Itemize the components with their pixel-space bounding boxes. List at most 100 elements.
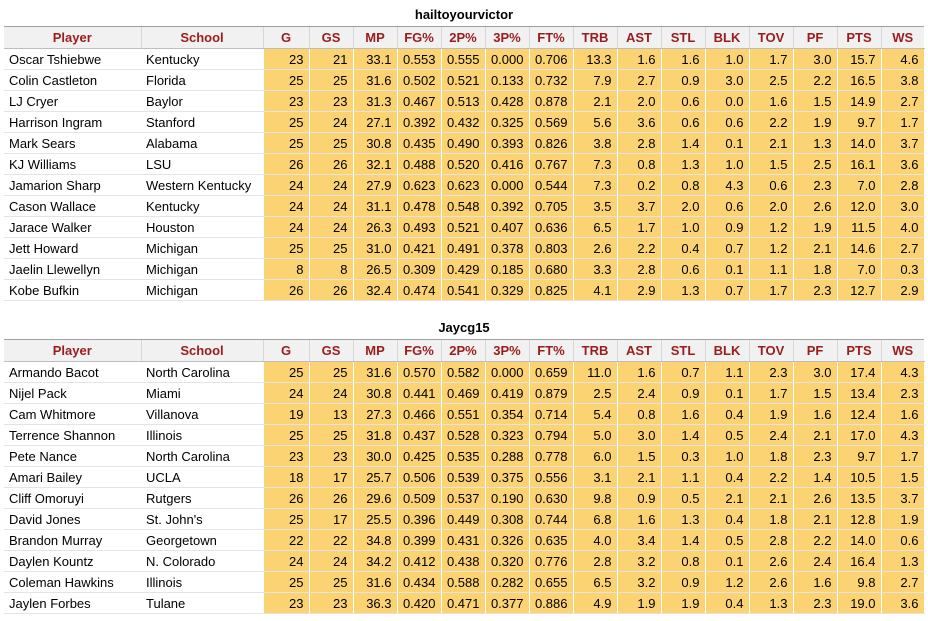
stat-cell: 2.1 (748, 132, 794, 154)
stat-cell: 9.8 (572, 487, 618, 509)
stat-cell: 31.6 (352, 571, 398, 593)
stat-cell: 24 (262, 216, 310, 238)
stat-cell: 0.6 (704, 195, 750, 217)
column-header-ft-pct: FT% (529, 27, 574, 49)
stat-cell: 0.491 (440, 237, 486, 259)
stat-cell: 0.412 (396, 550, 442, 572)
stat-cell: 0.635 (528, 529, 574, 551)
stat-cell: 2.1 (748, 487, 794, 509)
column-header-2p-pct: 2P% (441, 27, 486, 49)
column-header-pf: PF (793, 340, 838, 362)
stat-cell: 1.5 (880, 466, 925, 488)
stat-cell: 0.5 (660, 487, 706, 509)
stat-cell: 3.3 (572, 258, 618, 280)
table-row: Cason Wallace Kentucky 24 24 31.1 0.478 0.548 0… (4, 195, 925, 217)
table-row: Amari Bailey UCLA 18 17 25.7 0.506 0.539 0.375 0… (4, 466, 925, 488)
table-row: Colin Castleton Florida 25 25 31.6 0.502 0.521… (4, 69, 925, 91)
stat-cell: 1.6 (616, 361, 662, 383)
stat-cell: 23 (308, 445, 354, 467)
stat-cell: 0.133 (484, 69, 530, 91)
table-row: Cam Whitmore Villanova 19 13 27.3 0.466 0.551 0… (4, 403, 925, 425)
stat-cell: 2.8 (616, 258, 662, 280)
school-cell: Kentucky (141, 48, 263, 70)
stat-cell: 0.506 (396, 466, 442, 488)
stat-cell: 1.6 (792, 403, 838, 425)
stat-cell: 0.541 (440, 279, 486, 301)
school-cell: UCLA (141, 466, 263, 488)
stat-cell: 0.588 (440, 571, 486, 593)
stats-table-2: Player School G GS MP FG% 2P% 3P% FT% TRB AST STL BL… (4, 340, 925, 614)
column-header-stl: STL (661, 27, 706, 49)
column-header-trb: TRB (573, 340, 618, 362)
stat-cell: 0.478 (396, 195, 442, 217)
stat-cell: 0.680 (528, 258, 574, 280)
stat-cell: 1.0 (704, 48, 750, 70)
stat-cell: 24 (308, 382, 354, 404)
stat-cell: 0.8 (616, 153, 662, 175)
stat-cell: 17.0 (836, 424, 882, 446)
stat-cell: 0.8 (660, 174, 706, 196)
stat-cell: 24 (262, 382, 310, 404)
stat-cell: 0.732 (528, 69, 574, 91)
stat-cell: 0.3 (660, 445, 706, 467)
stat-cell: 0.623 (396, 174, 442, 196)
column-header-blk: BLK (705, 27, 750, 49)
stat-cell: 25 (262, 69, 310, 91)
stat-cell: 0.539 (440, 466, 486, 488)
column-header-stl: STL (661, 340, 706, 362)
stat-cell: 1.2 (748, 237, 794, 259)
stat-cell: 25 (262, 132, 310, 154)
stat-cell: 4.0 (572, 529, 618, 551)
stat-cell: 0.7 (704, 279, 750, 301)
stat-cell: 0.4 (704, 508, 750, 530)
stat-cell: 2.3 (792, 445, 838, 467)
column-header-school: School (141, 27, 264, 49)
school-cell: Alabama (141, 132, 263, 154)
column-header-blk: BLK (705, 340, 750, 362)
stat-cell: 0.623 (440, 174, 486, 196)
stat-cell: 23 (262, 90, 310, 112)
player-cell: Colin Castleton (4, 69, 141, 91)
stat-cell: 0.886 (528, 592, 574, 614)
stat-cell: 0.502 (396, 69, 442, 91)
stat-cell: 0.466 (396, 403, 442, 425)
stat-cell: 24 (308, 195, 354, 217)
stat-cell: 29.6 (352, 487, 398, 509)
table-row: Daylen Kountz N. Colorado 24 24 34.2 0.412 0.4… (4, 550, 925, 572)
stat-cell: 2.4 (616, 382, 662, 404)
stat-cell: 4.3 (880, 361, 925, 383)
column-header-3p-pct: 3P% (485, 27, 530, 49)
stat-cell: 6.8 (572, 508, 618, 530)
stat-cell: 7.9 (572, 69, 618, 91)
stat-cell: 0.437 (396, 424, 442, 446)
stat-cell: 0.320 (484, 550, 530, 572)
stat-cell: 2.6 (792, 195, 838, 217)
stat-cell: 19.0 (836, 592, 882, 614)
stat-cell: 11.5 (836, 216, 882, 238)
stat-cell: 0.521 (440, 216, 486, 238)
school-cell: Western Kentucky (141, 174, 263, 196)
stat-cell: 0.329 (484, 279, 530, 301)
stat-cell: 0.6 (880, 529, 925, 551)
stat-cell: 15.7 (836, 48, 882, 70)
stat-cell: 24 (308, 111, 354, 133)
stat-cell: 0.878 (528, 90, 574, 112)
stat-cell: 25 (262, 508, 310, 530)
stat-cell: 0.767 (528, 153, 574, 175)
column-header-gs: GS (309, 27, 354, 49)
stat-cell: 3.2 (616, 550, 662, 572)
stat-cell: 32.4 (352, 279, 398, 301)
stat-cell: 36.3 (352, 592, 398, 614)
table-row: Jett Howard Michigan 25 25 31.0 0.421 0.491 0.3… (4, 237, 925, 259)
stat-cell: 0.5 (704, 424, 750, 446)
stat-cell: 0.1 (704, 132, 750, 154)
stat-cell: 1.7 (748, 48, 794, 70)
stat-cell: 4.9 (572, 592, 618, 614)
player-cell: Jaelin Llewellyn (4, 258, 141, 280)
stat-cell: 0.778 (528, 445, 574, 467)
stat-cell: 31.3 (352, 90, 398, 112)
stats-table-1: Player School G GS MP FG% 2P% 3P% FT% TRB AST STL BL… (4, 27, 925, 301)
stat-cell: 0.420 (396, 592, 442, 614)
stat-cell: 10.5 (836, 466, 882, 488)
stat-cell: 0.706 (528, 48, 574, 70)
